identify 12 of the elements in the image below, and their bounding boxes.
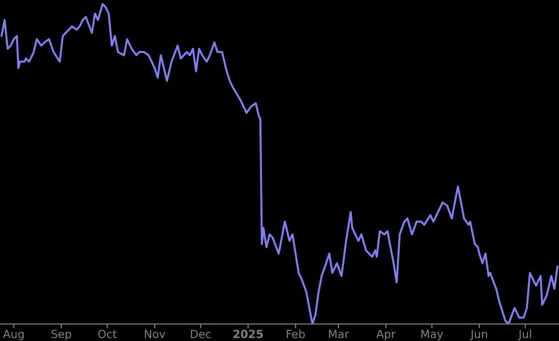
x-tick-label: Dec — [190, 330, 211, 338]
x-tick-label: Jun — [470, 330, 488, 340]
x-tick-label: Aug — [3, 330, 24, 340]
x-tick-label: Nov — [144, 330, 166, 338]
x-tick-label: Oct — [98, 330, 117, 338]
x-tick-label: Mar — [329, 330, 349, 338]
x-tick-label: Sep — [52, 330, 72, 340]
x-tick-label: May — [421, 330, 444, 340]
x-tick-label: Jul — [518, 330, 531, 340]
x-tick-label: 2025 — [234, 330, 263, 338]
x-tick-label: Feb — [286, 330, 305, 338]
x-tick-label: Apr — [376, 330, 396, 340]
